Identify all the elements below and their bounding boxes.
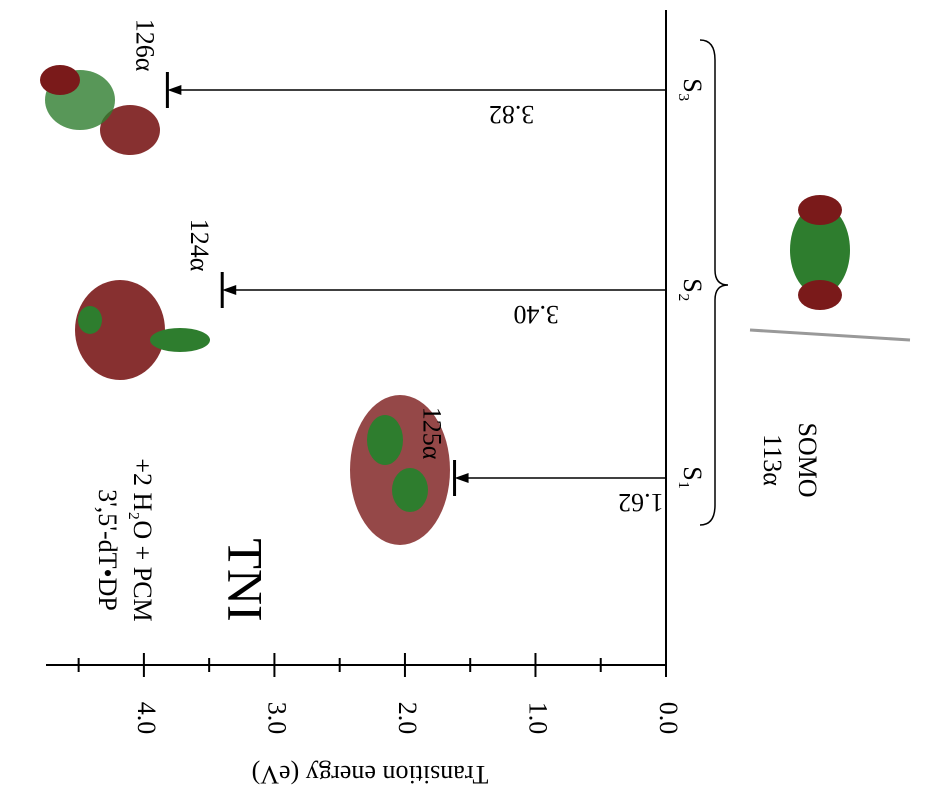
- axis-title: Transition energy (eV): [252, 760, 489, 789]
- value-label: 3.82: [489, 100, 534, 129]
- state-label: S₂: [678, 278, 707, 302]
- level-label: 126α: [130, 19, 159, 72]
- state-label: S₁: [678, 466, 707, 490]
- arrow-head: [222, 285, 236, 295]
- level-label: 125α: [418, 407, 447, 460]
- annotation-tni: TNI: [218, 538, 274, 621]
- value-label: 3.40: [514, 300, 560, 329]
- tick-label: 4.0: [132, 702, 161, 735]
- tick-label: 1.0: [524, 702, 553, 735]
- tick-label: 3.0: [262, 702, 291, 735]
- state-label: S₃: [678, 78, 707, 102]
- tick-label: 0.0: [654, 702, 683, 735]
- arrow-head: [455, 473, 469, 483]
- annotation-solvent: +2 H₂O + PCM: [128, 458, 157, 621]
- tick-label: 2.0: [393, 702, 422, 735]
- arrow-head: [167, 85, 181, 95]
- value-label: 1.62: [618, 488, 664, 517]
- chart: TNI 3',5'-dT•DP +2 H₂O + PCM 113α SOMO T…: [0, 0, 929, 807]
- level-label: 124α: [185, 219, 214, 272]
- annotation-system: 3',5'-dT•DP: [93, 489, 122, 611]
- annotation-somo: SOMO: [793, 422, 822, 497]
- annotation-orbital: 113α: [758, 434, 787, 486]
